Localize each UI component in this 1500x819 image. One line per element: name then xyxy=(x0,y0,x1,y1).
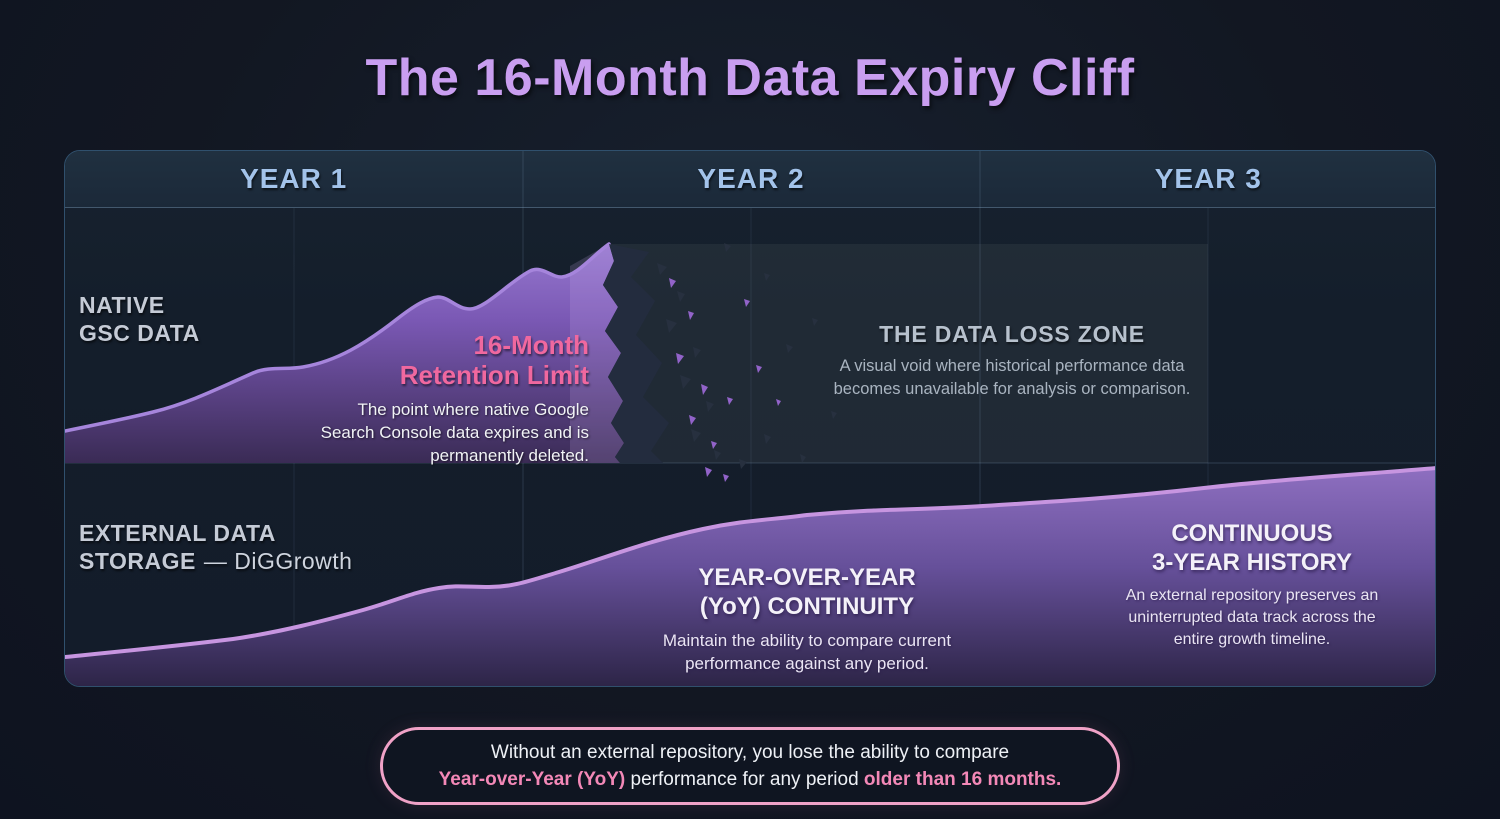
retention-chart-canvas xyxy=(65,151,1435,686)
footer-line2: Year-over-Year (YoY) performance for any… xyxy=(439,766,1062,793)
year-3-header: YEAR 3 xyxy=(1154,163,1262,194)
external-row-label-storage: STORAGE xyxy=(79,548,196,574)
year-2-header: YEAR 2 xyxy=(697,163,805,194)
page-title: The 16-Month Data Expiry Cliff xyxy=(365,49,1135,107)
year-1-header: YEAR 1 xyxy=(240,163,348,194)
footer-note: Without an external repository, you lose… xyxy=(380,727,1120,805)
yoy-description: Maintain the ability to compare current … xyxy=(662,631,952,673)
native-row-label-line1: NATIVE xyxy=(79,292,165,318)
continuous-heading-line2: 3-YEAR HISTORY xyxy=(1151,549,1353,576)
yoy-heading-line1: YEAR-OVER-YEAR xyxy=(698,564,916,591)
external-row-label-line1: EXTERNAL DATA xyxy=(79,520,276,546)
native-gsc-area xyxy=(65,242,624,463)
timeline-header: YEAR 1 YEAR 2 YEAR 3 xyxy=(65,151,1435,208)
data-loss-zone-callout: THE DATA LOSS ZONE A visual void where h… xyxy=(812,321,1212,401)
timeline-panel: YEAR 1 YEAR 2 YEAR 3 xyxy=(64,150,1436,687)
external-row-label-brand: — DiGGrowth xyxy=(203,548,353,574)
external-storage-area xyxy=(65,466,1435,686)
loss-zone-description: A visual void where historical performan… xyxy=(833,357,1191,398)
cliff-break-face xyxy=(603,244,669,463)
retention-heading-line2: Retention Limit xyxy=(399,360,589,390)
footer-yoy-highlight: Year-over-Year (YoY) xyxy=(438,769,626,790)
footer-middle-text: performance for any period xyxy=(630,769,859,790)
native-row-label: NATIVE GSC DATA xyxy=(79,291,200,347)
footer-16-months-highlight: older than 16 months. xyxy=(863,769,1062,790)
native-row-label-line2: GSC DATA xyxy=(79,320,200,346)
external-row-label: EXTERNAL DATA STORAGE — DiGGrowth xyxy=(79,519,352,575)
continuous-history-callout: CONTINUOUS 3-YEAR HISTORY An external re… xyxy=(1102,519,1402,651)
continuous-description: An external repository preserves an unin… xyxy=(1125,587,1379,648)
data-loss-zone-overlay xyxy=(609,244,1208,463)
retention-description: The point where native Google Search Con… xyxy=(320,400,589,465)
yoy-continuity-callout: YEAR-OVER-YEAR (YoY) CONTINUITY Maintain… xyxy=(637,563,977,675)
yoy-heading-line2: (YoY) CONTINUITY xyxy=(699,593,915,620)
external-row-label-line2: STORAGE — DiGGrowth xyxy=(79,547,352,575)
retention-heading-line1: 16-Month xyxy=(473,330,589,360)
footer-line1: Without an external repository, you lose… xyxy=(490,742,1010,763)
debris-fragments xyxy=(657,243,837,482)
retention-limit-callout: 16-Month Retention Limit The point where… xyxy=(315,330,589,467)
loss-zone-heading: THE DATA LOSS ZONE xyxy=(879,321,1145,347)
continuous-heading-line1: CONTINUOUS xyxy=(1171,520,1333,547)
